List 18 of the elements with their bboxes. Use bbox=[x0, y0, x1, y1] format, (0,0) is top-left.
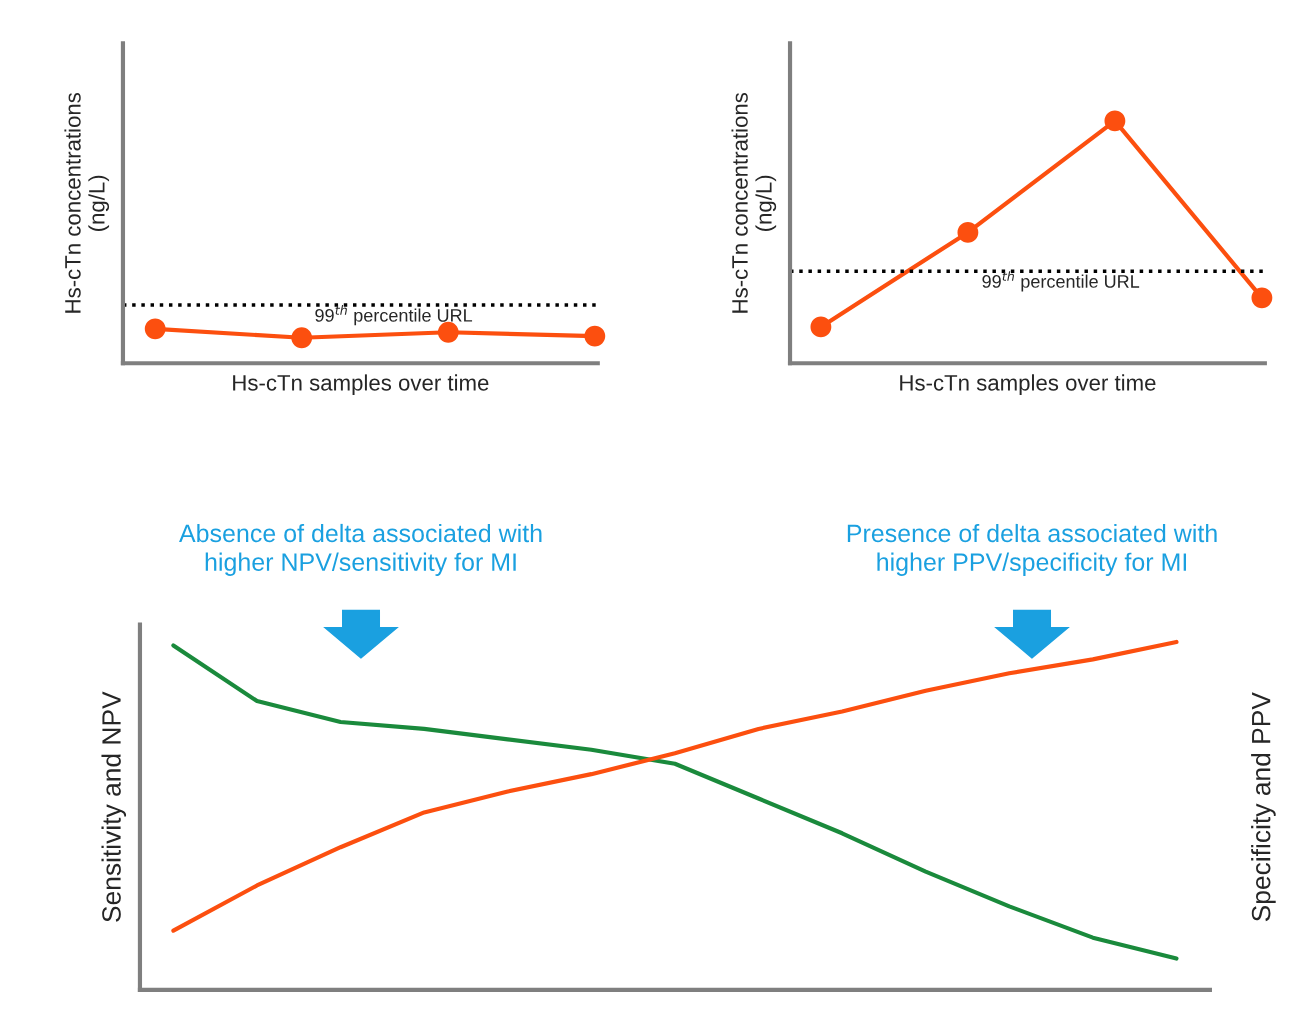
point bbox=[1104, 110, 1126, 132]
point bbox=[291, 327, 313, 349]
y-axis-title: Hs-cTn concentrations (ng/L) bbox=[731, 92, 777, 313]
point bbox=[584, 325, 606, 347]
y2-axis-title: Specificity and PPV bbox=[1251, 692, 1276, 922]
x-axis-title: Hs-cTn samples over time bbox=[233, 374, 489, 396]
y-axis-title: Sensitivity and NPV bbox=[101, 691, 127, 922]
point bbox=[810, 316, 832, 338]
point bbox=[957, 221, 979, 243]
ref-line-label: 99$^{th}$ percentile URL bbox=[315, 305, 473, 326]
point bbox=[437, 321, 459, 343]
point bbox=[144, 318, 166, 340]
text: Absence of delta associated with higher NPV/sensitivity for MI bbox=[179, 523, 542, 576]
x-axis-title: Hs-cTn samples over time bbox=[900, 374, 1156, 396]
ref-line-label: 99$^{th}$ percentile URL bbox=[982, 271, 1140, 292]
point bbox=[1251, 287, 1273, 309]
y-axis-title: Hs-cTn concentrations (ng/L) bbox=[64, 92, 110, 313]
text: Presence of delta associated with higher PPV/specificity for MI bbox=[847, 523, 1217, 576]
